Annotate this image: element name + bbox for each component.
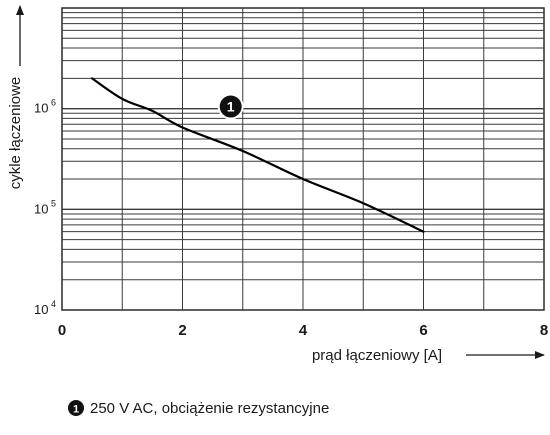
x-tick-label: 8 — [540, 322, 548, 339]
series-line — [91, 77, 425, 233]
y-tick-label: 10 — [34, 101, 48, 116]
x-tick-label: 2 — [178, 322, 186, 339]
y-tick-exponent: 6 — [51, 98, 56, 108]
series-layer: 1 — [91, 77, 425, 233]
y-tick-exponent: 4 — [51, 299, 56, 309]
y-tick-label: 10 — [34, 302, 48, 317]
grid — [61, 7, 545, 311]
legend-marker-label: 1 — [73, 404, 79, 416]
x-tick-label: 6 — [419, 322, 427, 339]
annotation-label: 1 — [227, 99, 235, 115]
x-tick-label: 0 — [58, 322, 66, 339]
x-axis-label: prąd łączeniowy [A] — [312, 347, 442, 364]
x-tick-label: 4 — [299, 322, 308, 339]
y-axis-label: cykle łączeniowe — [7, 77, 24, 190]
y-tick-exponent: 5 — [51, 198, 56, 208]
annotation-marker — [219, 95, 242, 118]
y-tick-label: 10 — [34, 201, 48, 216]
legend-text: 250 V AC, obciążenie rezystancyjne — [90, 400, 329, 417]
legend: 1 250 V AC, obciążenie rezystancyjne — [68, 400, 329, 417]
legend-marker — [68, 400, 84, 416]
